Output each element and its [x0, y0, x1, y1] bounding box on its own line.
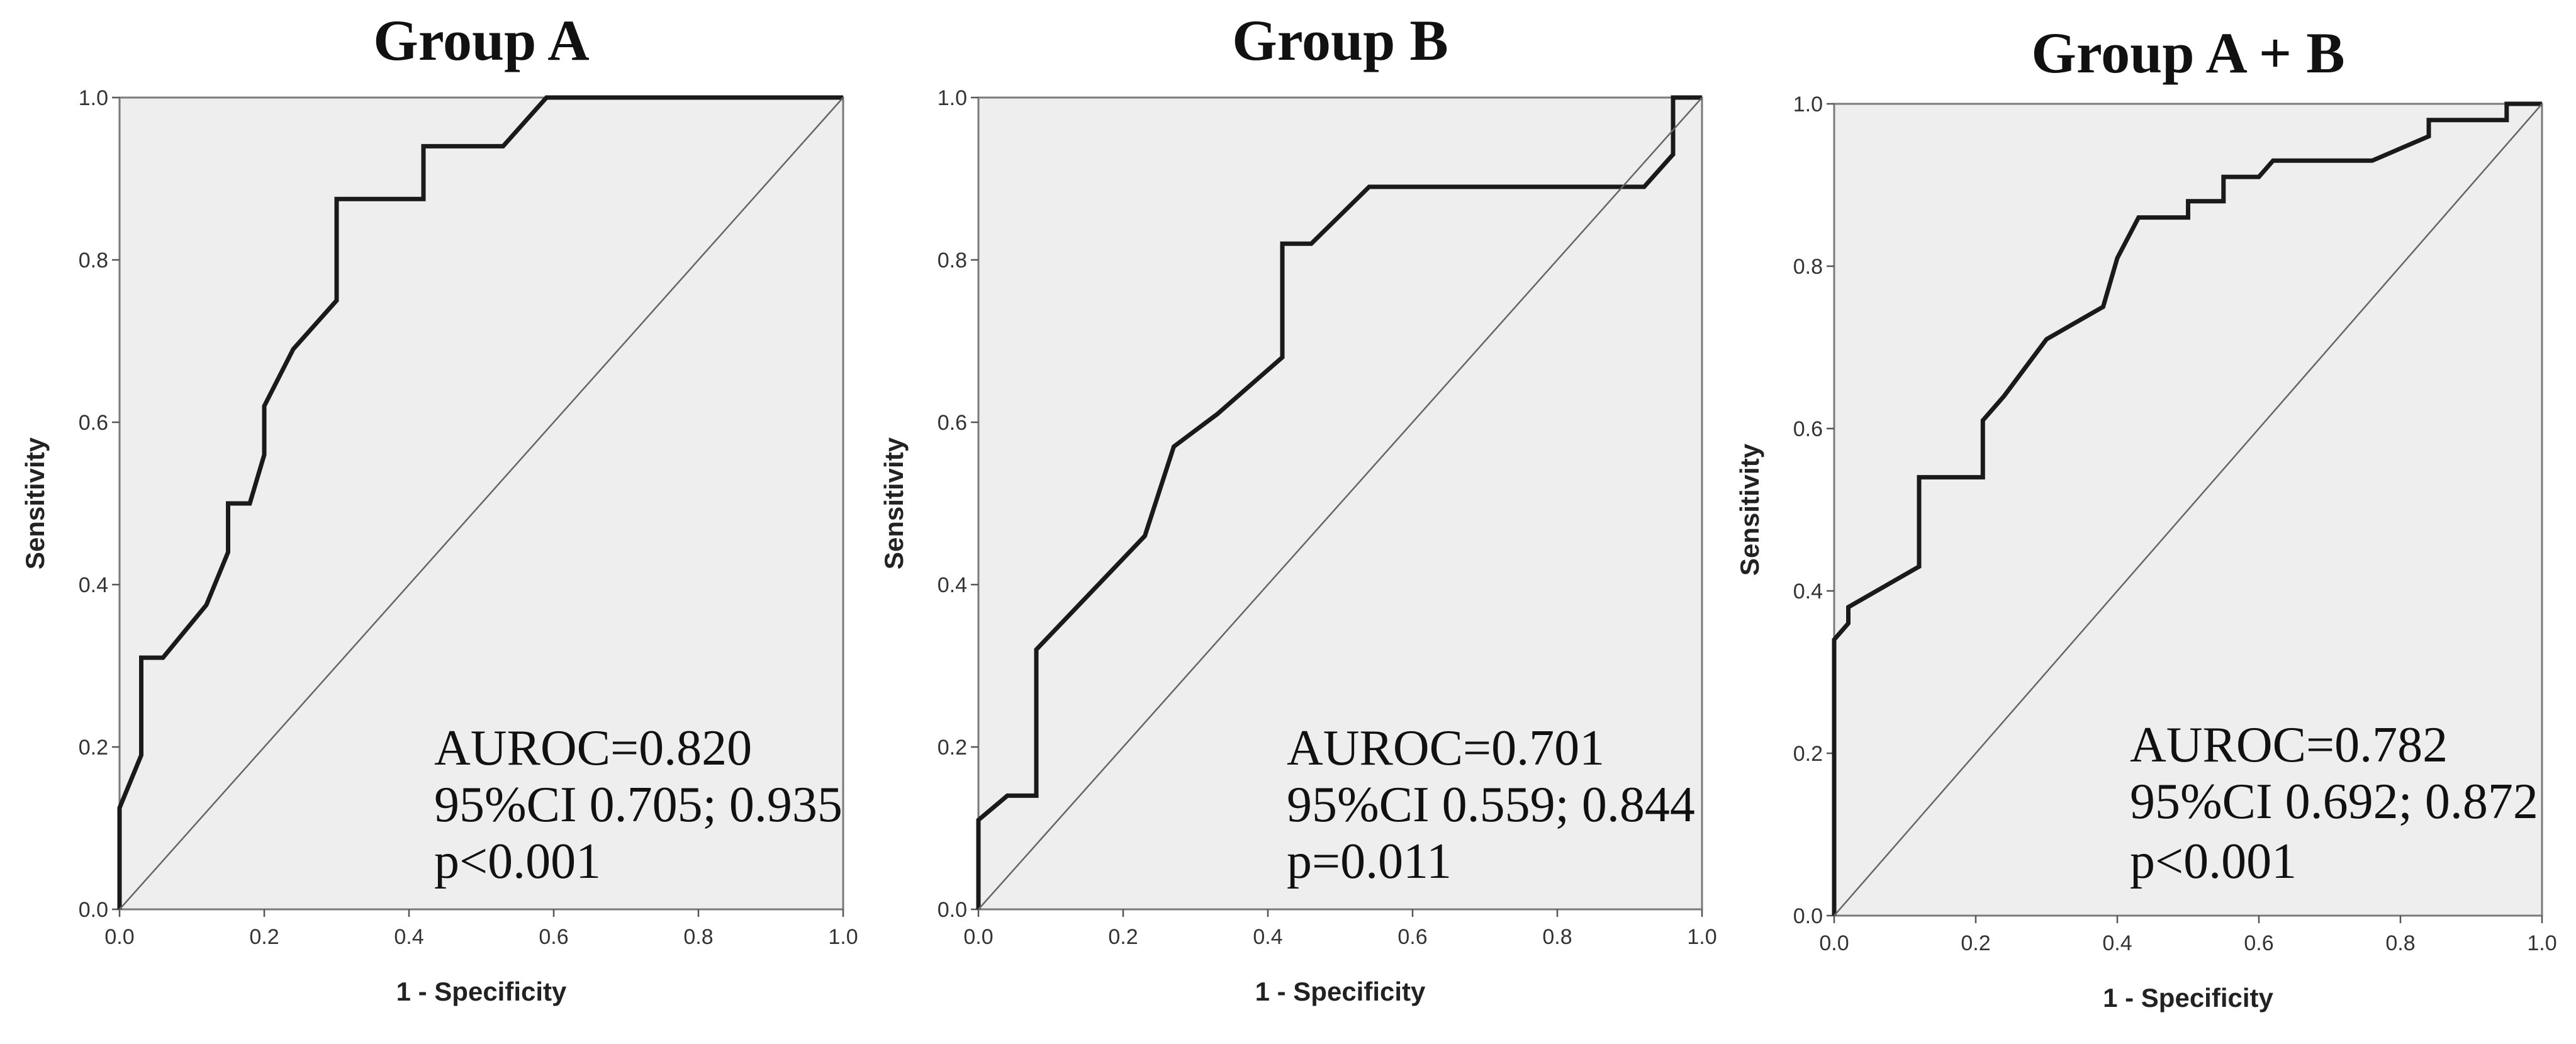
- chart-3-x-tick-label: 0.6: [2244, 931, 2273, 955]
- chart-1-reference-line: [119, 97, 844, 910]
- chart-3-x-axis-label: 1 - Specificity: [2103, 983, 2273, 1013]
- chart-1-y-axis-label: Sensitivity: [20, 437, 50, 570]
- chart-1-x-tick-label: 1.0: [828, 925, 858, 949]
- chart-3-y-axis-label: Sensitivity: [1735, 443, 1764, 576]
- chart-1-annotation-1: AUROC=0.820: [434, 721, 752, 776]
- chart-3-y-tick-label: 0.4: [1793, 580, 1823, 603]
- chart-3-y-tick-label: 0.0: [1793, 904, 1823, 928]
- chart-1-x-tick-label: 0.4: [394, 925, 423, 949]
- chart-2-y-tick-label: 0.2: [938, 736, 967, 760]
- chart-2-x-tick-label: 1.0: [1687, 925, 1716, 949]
- chart-2-y-tick-label: 0.4: [938, 573, 967, 597]
- chart-1-x-tick-label: 0.8: [683, 925, 713, 949]
- chart-2-y-tick-label: 0.8: [938, 249, 967, 272]
- chart-1-x-axis-label: 1 - Specificity: [396, 977, 567, 1006]
- chart-3-y-tick-label: 0.6: [1793, 417, 1823, 441]
- chart-3-x-tick-label: 0.8: [2385, 931, 2415, 955]
- chart-3-y-tick-label: 0.8: [1793, 255, 1823, 279]
- chart-2-x-tick-label: 0.8: [1542, 925, 1572, 949]
- chart-2-reference-line: [978, 97, 1703, 910]
- chart-1-y-tick-label: 0.8: [79, 249, 108, 272]
- chart-3-annotation-2: 95%CI 0.692; 0.872: [2130, 774, 2538, 829]
- chart-3-y-tick-label: 1.0: [1793, 93, 1823, 116]
- chart-2-y-tick-label: 0.0: [938, 898, 967, 922]
- chart-2-x-tick-label: 0.2: [1108, 925, 1138, 949]
- chart-3-x-tick-label: 1.0: [2527, 931, 2556, 955]
- chart-3-panel: Group A + B 0.0 0.2 0.4 0.6 0.8 1.0 0.0 0.2 0.4 0.…: [1735, 21, 2557, 1013]
- chart-3-x-tick-label: 0.2: [1961, 931, 1990, 955]
- chart-2-annotation-3: p=0.011: [1287, 834, 1452, 889]
- chart-3-annotation-1: AUROC=0.782: [2130, 717, 2448, 773]
- chart-2-panel: Group B 0.0 0.2 0.4 0.6 0.8 1.0 0.0 0.2 0.4 0.6 0.8…: [879, 8, 1717, 1006]
- chart-2-x-tick-label: 0.6: [1397, 925, 1427, 949]
- chart-2-annotation-2: 95%CI 0.559; 0.844: [1287, 777, 1695, 833]
- chart-1-y-tick-label: 0.4: [79, 573, 108, 597]
- chart-1-y-tick-label: 1.0: [79, 86, 108, 110]
- chart-2-y-tick-label: 1.0: [938, 86, 967, 110]
- chart-2-y-tick-label: 0.6: [938, 411, 967, 435]
- chart-2-x-axis-label: 1 - Specificity: [1255, 977, 1426, 1006]
- chart-3-x-tick-label: 0.0: [1819, 931, 1849, 955]
- chart-2-roc-curve: [976, 95, 1702, 909]
- chart-3-roc-curve: [1832, 101, 2542, 916]
- chart-3-title: Group A + B: [2031, 21, 2344, 85]
- chart-1-roc-curve: [117, 95, 843, 909]
- chart-2-y-axis-label: Sensitivity: [879, 437, 909, 570]
- chart-3-y-tick-label: 0.2: [1793, 742, 1823, 766]
- chart-1-x-tick-label: 0.2: [249, 925, 279, 949]
- chart-1-y-tick-label: 0.6: [79, 411, 108, 435]
- chart-1-title: Group A: [373, 8, 589, 72]
- chart-1-x-tick-label: 0.0: [104, 925, 134, 949]
- chart-1-annotation-2: 95%CI 0.705; 0.935: [434, 777, 843, 833]
- chart-2-title: Group B: [1232, 8, 1448, 72]
- chart-1-panel: Group A 0.0 0.2 0.4 0.6 0.8 1.0 0.0 0.2 0.4 0.6 0.8…: [20, 8, 858, 1006]
- chart-1-x-tick-label: 0.6: [539, 925, 568, 949]
- chart-3-annotation-3: p<0.001: [2130, 834, 2297, 889]
- chart-2-x-tick-label: 0.4: [1253, 925, 1282, 949]
- chart-3-reference-line: [1834, 103, 2543, 916]
- chart-3-x-tick-label: 0.4: [2102, 931, 2132, 955]
- chart-2-x-tick-label: 0.0: [963, 925, 993, 949]
- chart-1-y-tick-label: 0.0: [79, 898, 108, 922]
- chart-2-annotation-1: AUROC=0.701: [1287, 721, 1604, 776]
- chart-1-annotation-3: p<0.001: [434, 834, 601, 889]
- chart-1-y-tick-label: 0.2: [79, 736, 108, 760]
